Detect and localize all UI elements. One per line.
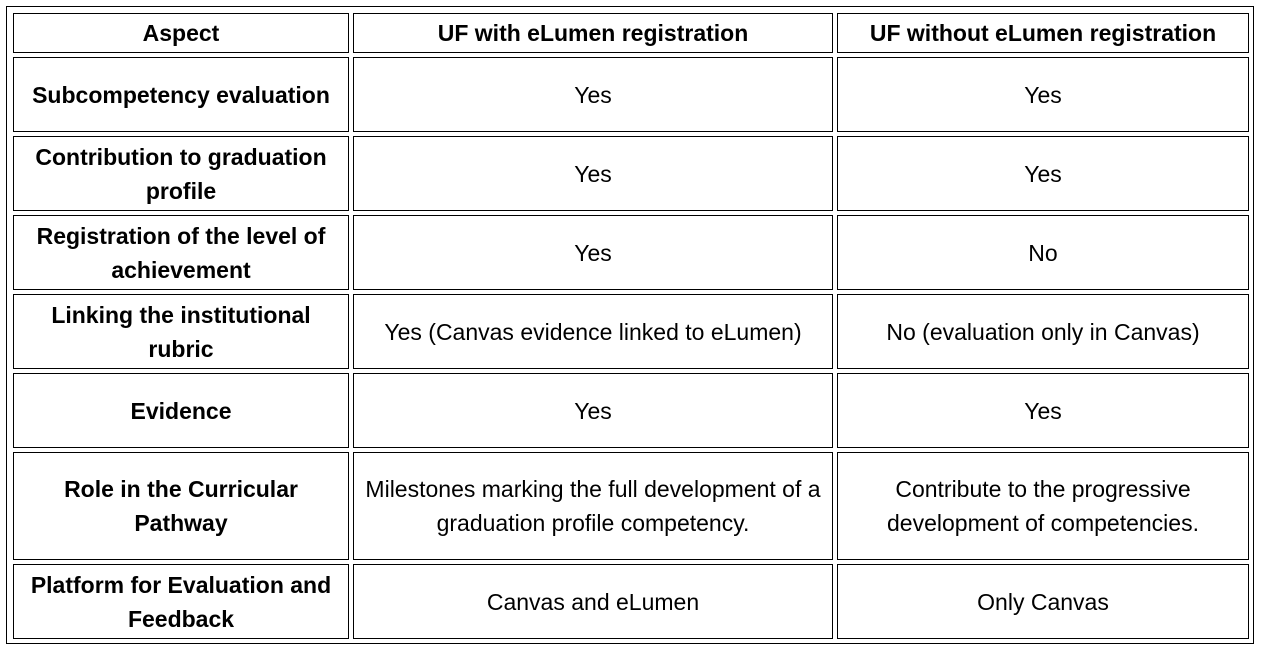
without-elumen-cell: Yes	[837, 136, 1249, 211]
table-row: Subcompetency evaluation Yes Yes	[13, 57, 1249, 132]
with-elumen-cell: Yes	[353, 57, 833, 132]
header-aspect: Aspect	[13, 13, 349, 53]
comparison-table-frame: Aspect UF with eLumen registration UF wi…	[6, 6, 1254, 644]
with-elumen-cell: Yes	[353, 215, 833, 290]
table-row: Platform for Evaluation and Feedback Can…	[13, 564, 1249, 639]
with-elumen-cell: Yes (Canvas evidence linked to eLumen)	[353, 294, 833, 369]
table-row: Contribution to graduation profile Yes Y…	[13, 136, 1249, 211]
without-elumen-cell: Only Canvas	[837, 564, 1249, 639]
row-aspect-cell: Registration of the level of achievement	[13, 215, 349, 290]
without-elumen-cell: Yes	[837, 373, 1249, 448]
without-elumen-cell: Contribute to the progressive developmen…	[837, 452, 1249, 560]
with-elumen-cell: Yes	[353, 373, 833, 448]
header-with-elumen: UF with eLumen registration	[353, 13, 833, 53]
table-row: Role in the Curricular Pathway Milestone…	[13, 452, 1249, 560]
comparison-table: Aspect UF with eLumen registration UF wi…	[9, 9, 1253, 643]
row-aspect-cell: Role in the Curricular Pathway	[13, 452, 349, 560]
row-aspect-cell: Platform for Evaluation and Feedback	[13, 564, 349, 639]
header-row: Aspect UF with eLumen registration UF wi…	[13, 13, 1249, 53]
table-row: Evidence Yes Yes	[13, 373, 1249, 448]
row-aspect-cell: Subcompetency evaluation	[13, 57, 349, 132]
table-row: Registration of the level of achievement…	[13, 215, 1249, 290]
without-elumen-cell: No	[837, 215, 1249, 290]
with-elumen-cell: Yes	[353, 136, 833, 211]
row-aspect-cell: Linking the institutional rubric	[13, 294, 349, 369]
header-without-elumen: UF without eLumen registration	[837, 13, 1249, 53]
row-aspect-cell: Contribution to graduation profile	[13, 136, 349, 211]
without-elumen-cell: No (evaluation only in Canvas)	[837, 294, 1249, 369]
with-elumen-cell: Milestones marking the full development …	[353, 452, 833, 560]
table-row: Linking the institutional rubric Yes (Ca…	[13, 294, 1249, 369]
with-elumen-cell: Canvas and eLumen	[353, 564, 833, 639]
without-elumen-cell: Yes	[837, 57, 1249, 132]
row-aspect-cell: Evidence	[13, 373, 349, 448]
